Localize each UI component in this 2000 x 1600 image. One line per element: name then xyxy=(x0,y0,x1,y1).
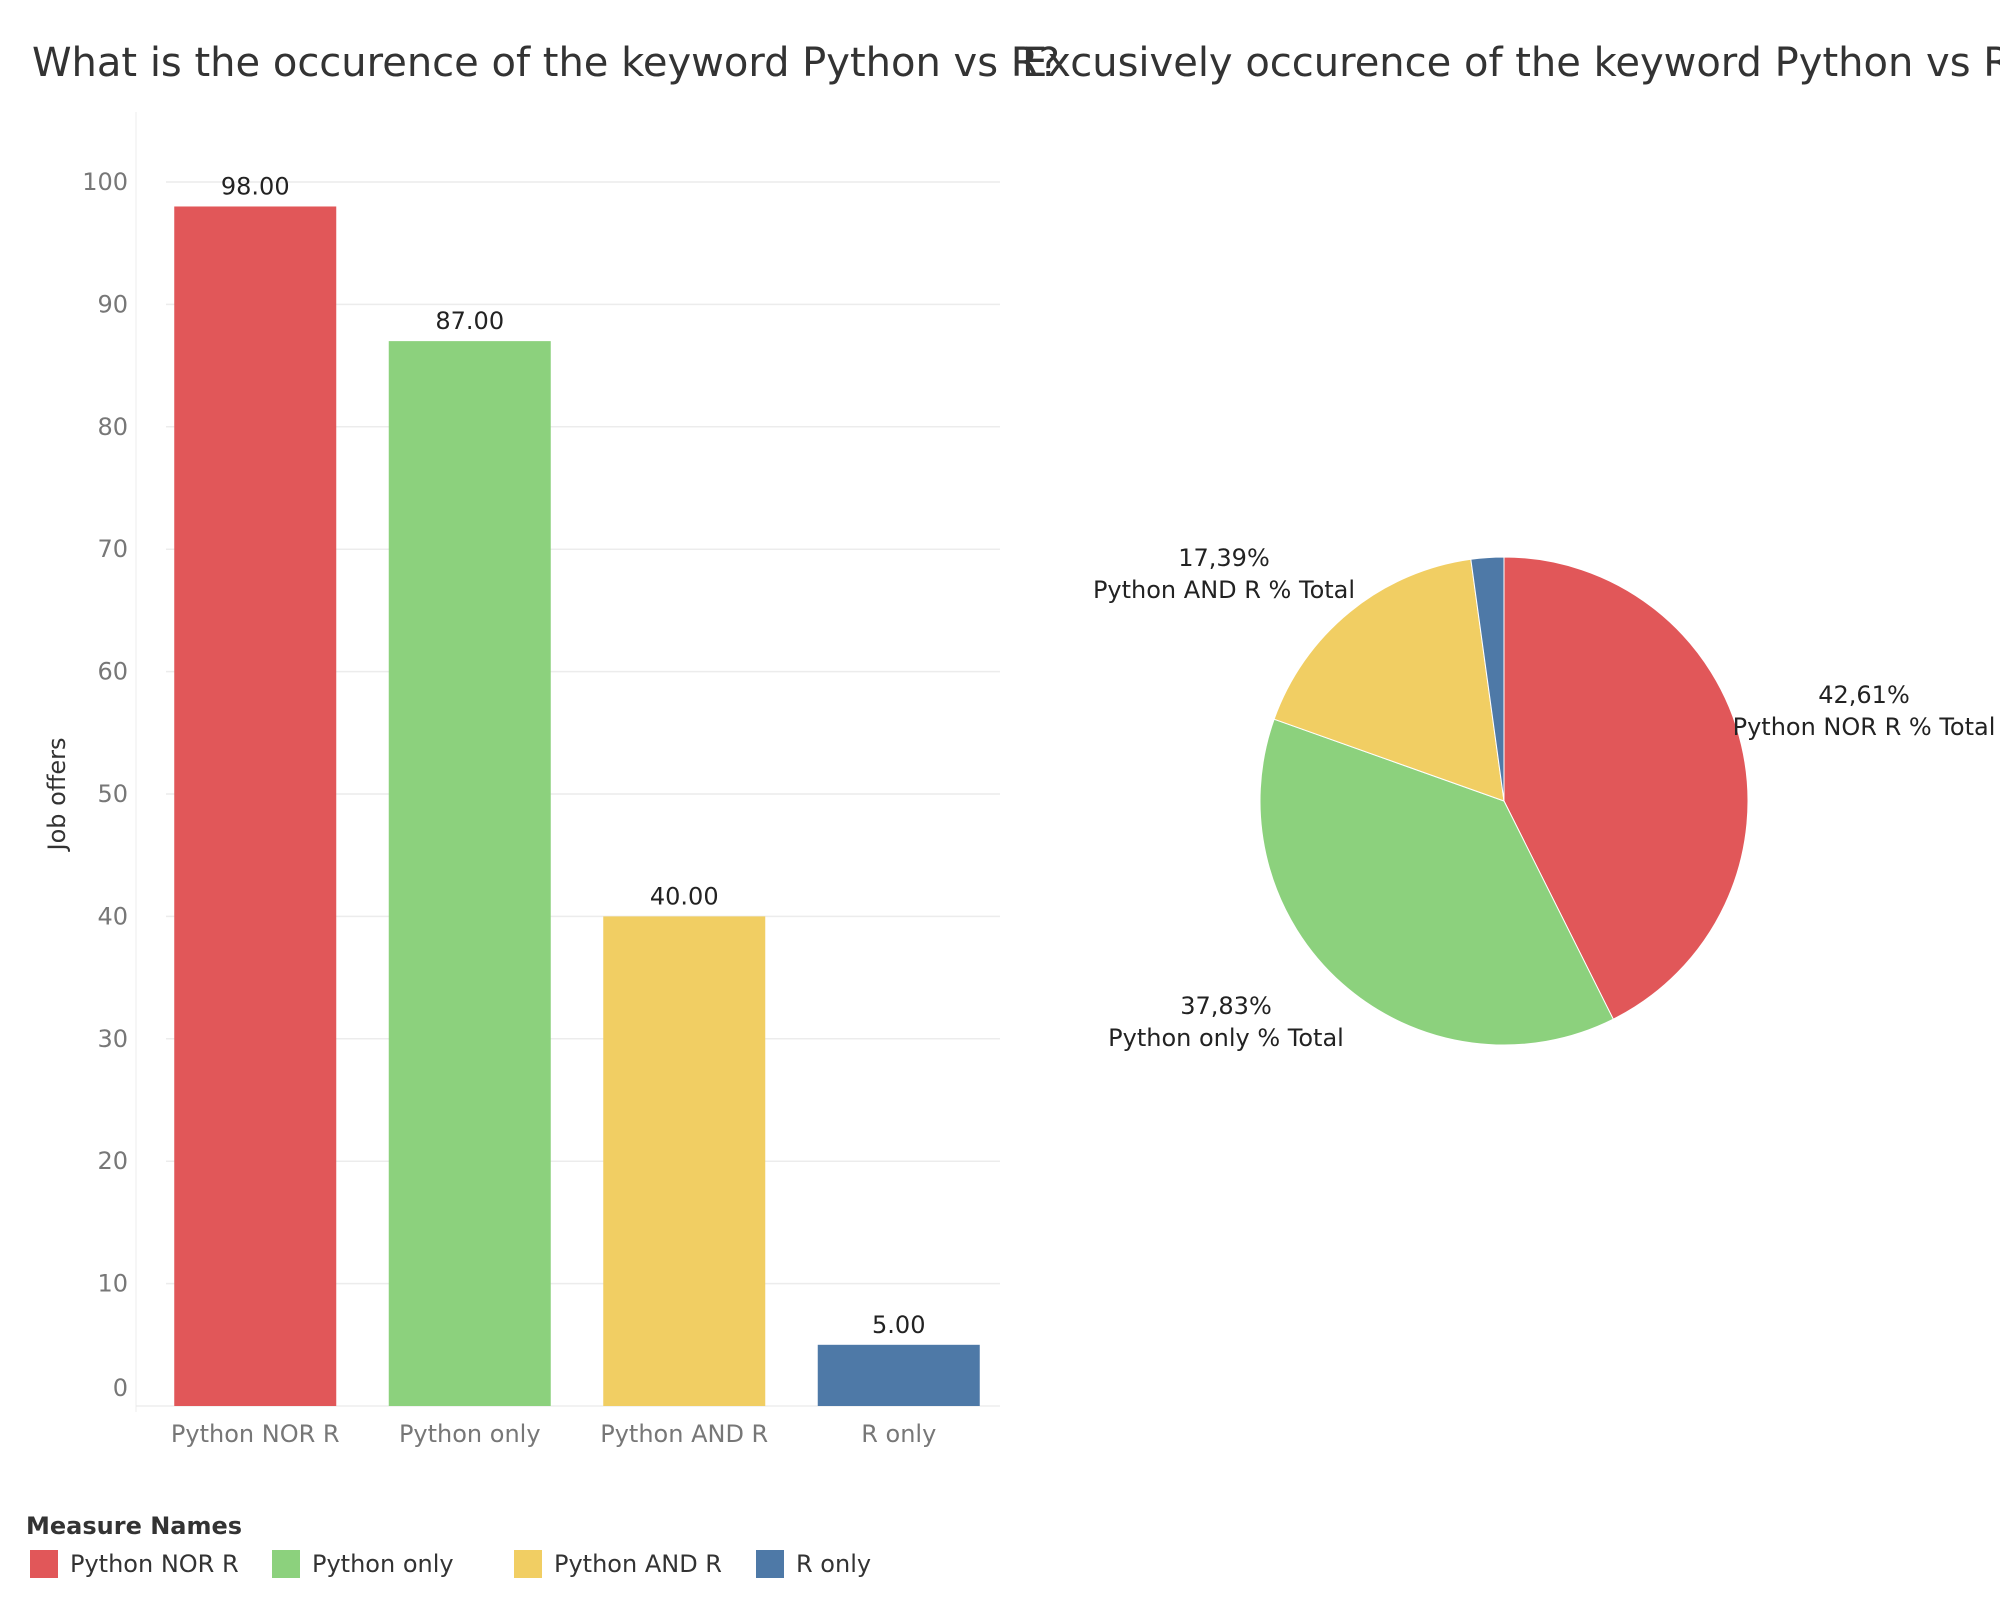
pie-slice[interactable] xyxy=(1470,556,1505,802)
bar[interactable] xyxy=(603,916,766,1406)
pie-percent-label: 42,61% xyxy=(1818,681,1910,709)
legend-title: Measure Names xyxy=(26,1512,243,1540)
x-category-label: Python only xyxy=(399,1420,541,1448)
y-tick-label: 70 xyxy=(97,535,128,563)
y-tick-label: 30 xyxy=(97,1025,128,1053)
pie-category-label: Python AND R % Total xyxy=(1093,576,1355,604)
y-axis-ticks: 0 10 20 30 40 50 60 70 80 90 100 xyxy=(82,168,128,1402)
pie-slice[interactable] xyxy=(1273,558,1505,802)
y-axis-title: Job offers xyxy=(43,738,71,853)
pie-percent-label: 37,83% xyxy=(1180,992,1272,1020)
pie-category-label: Python only % Total xyxy=(1108,1024,1344,1052)
y-tick-label: 90 xyxy=(97,290,128,318)
legend-swatch xyxy=(514,1550,542,1578)
legend: Measure Names Python NOR R Python only P… xyxy=(26,1512,1026,1586)
legend-items: Python NOR R Python only Python AND R R … xyxy=(26,1550,1026,1586)
pie-category-label: Python NOR R % Total xyxy=(1733,713,1996,741)
bar-value-label: 87.00 xyxy=(435,307,504,335)
y-tick-label: 20 xyxy=(97,1147,128,1175)
pie-percent-label: 17,39% xyxy=(1178,544,1270,572)
legend-swatch xyxy=(30,1550,58,1578)
bar[interactable] xyxy=(817,1344,980,1406)
y-tick-label: 100 xyxy=(82,168,128,196)
legend-item-python-only[interactable]: Python only xyxy=(272,1550,454,1578)
legend-label: Python AND R xyxy=(554,1550,722,1578)
x-category-label: Python AND R xyxy=(600,1420,768,1448)
bar-chart-title: What is the occurence of the keyword Pyt… xyxy=(32,40,1060,86)
y-tick-label: 40 xyxy=(97,902,128,930)
pie-slice[interactable] xyxy=(1503,556,1749,1020)
y-tick-label: 80 xyxy=(97,413,128,441)
legend-item-python-nor-r[interactable]: Python NOR R xyxy=(30,1550,239,1578)
legend-swatch xyxy=(272,1550,300,1578)
x-axis-categories: Python NOR R Python only Python AND R R onl… xyxy=(171,1420,936,1448)
pie-slice[interactable] xyxy=(1259,718,1614,1046)
pie-labels: 42,61% Python NOR R % Total 37,83% Python o… xyxy=(1093,544,1995,1052)
legend-item-python-and-r[interactable]: Python AND R xyxy=(514,1550,722,1578)
y-tick-label: 60 xyxy=(97,658,128,686)
y-tick-label: 50 xyxy=(97,780,128,808)
bar-series: 98.00 87.00 40.00 5.00 xyxy=(174,172,980,1407)
legend-label: Python NOR R xyxy=(70,1550,239,1578)
legend-label: Python only xyxy=(312,1550,454,1578)
y-tick-label: 10 xyxy=(97,1270,128,1298)
pie-chart xyxy=(1259,556,1749,1046)
x-category-label: R only xyxy=(861,1420,936,1448)
bar-value-label: 98.00 xyxy=(221,172,290,200)
y-tick-label: 0 xyxy=(113,1374,128,1402)
legend-label: R only xyxy=(796,1550,872,1578)
bar[interactable] xyxy=(388,341,551,1406)
x-category-label: Python NOR R xyxy=(171,1420,340,1448)
pie-chart-title: Excusively occurence of the keyword Pyth… xyxy=(1022,40,2000,86)
bar-value-label: 40.00 xyxy=(650,882,719,910)
bar[interactable] xyxy=(174,206,337,1407)
bar-value-label: 5.00 xyxy=(872,1311,925,1339)
legend-item-r-only[interactable]: R only xyxy=(756,1550,871,1578)
legend-swatch xyxy=(756,1550,784,1578)
